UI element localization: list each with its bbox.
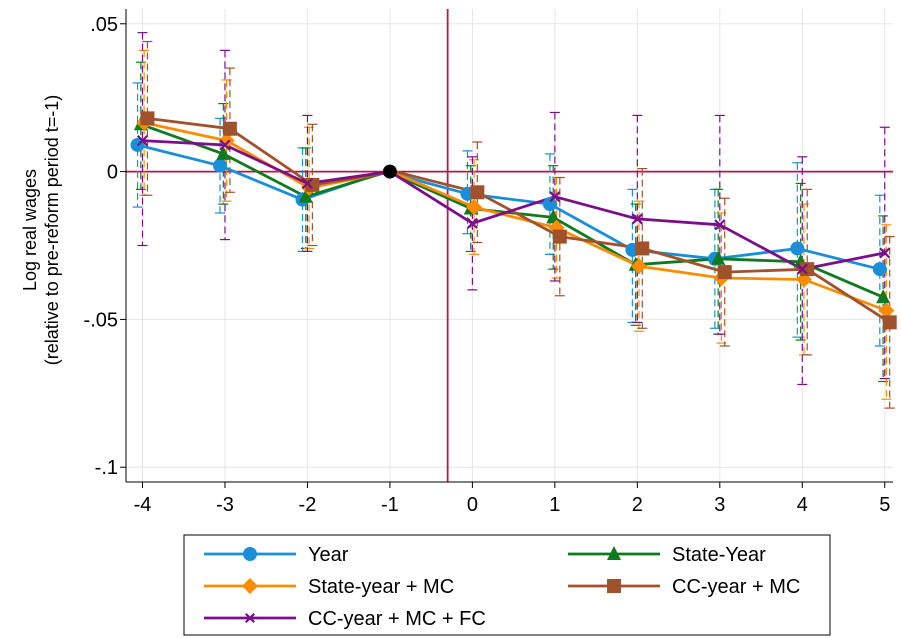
series-markers <box>130 111 897 330</box>
marker-s4-p1 <box>219 139 231 151</box>
reference-lines <box>126 9 893 482</box>
series-lines <box>137 117 891 324</box>
legend-label-1: State-Year <box>672 544 766 566</box>
marker-s4-p6 <box>631 213 643 225</box>
marker-s1-p1 <box>216 145 231 160</box>
x-tick-label-3: -1 <box>381 494 399 516</box>
legend-marker-3 <box>607 579 621 593</box>
y-tick-label-1: 0 <box>107 162 118 184</box>
series-line-1 <box>140 122 884 299</box>
marker-s3-p9 <box>882 315 897 330</box>
baseline-point <box>382 164 397 179</box>
legend-marker-1 <box>607 546 621 560</box>
marker-s4-p9-stroke-b <box>879 247 891 259</box>
legend: Year State-Year State-year + MC CC-year + M… <box>183 534 831 636</box>
legend-marker-2 <box>242 578 258 594</box>
marker-s1-p7 <box>711 250 726 265</box>
marker-s4-p5 <box>549 191 561 203</box>
x-tick-label-0: -4 <box>134 494 152 516</box>
marker-s4-p5-stroke-b <box>549 191 561 203</box>
legend-label-0: Year <box>308 544 349 566</box>
marker-s4-p6-stroke-b <box>631 213 643 225</box>
x-tick-label-2: -2 <box>299 494 317 516</box>
marker-s2-p1 <box>218 132 235 149</box>
marker-s2-p4 <box>466 199 483 216</box>
marker-s3-p7 <box>717 265 732 280</box>
y-tick-label-2: -.05 <box>84 309 118 331</box>
marker-s4-p4 <box>466 217 478 229</box>
marker-s4-p0 <box>136 134 149 147</box>
marker-s2-p9 <box>878 302 895 319</box>
marker-s3-p6 <box>635 241 650 256</box>
marker-s1-p9 <box>876 289 891 304</box>
x-tick-label-4: 0 <box>467 494 478 516</box>
marker-s0-p8 <box>790 241 805 256</box>
marker-s3-p5 <box>552 229 567 244</box>
marker-s0-p5 <box>542 197 557 212</box>
axes <box>120 9 893 488</box>
marker-s4-p8 <box>796 263 808 275</box>
y-axis-label-line2: (relative to pre-reform period t=-1) <box>42 95 62 366</box>
marker-s2-p6 <box>630 258 647 275</box>
legend-label-3: CC-year + MC <box>672 576 800 598</box>
series-line-0 <box>137 143 881 271</box>
marker-s4-p1-stroke-b <box>219 139 231 151</box>
x-tick-label-6: 2 <box>632 494 643 516</box>
legend-marker-4-stroke-b <box>245 613 255 623</box>
legend-marker-0 <box>243 547 257 561</box>
marker-s4-p7 <box>714 219 726 231</box>
marker-s4-p2-stroke-b <box>301 177 314 189</box>
y-tick-label-0: .05 <box>90 14 118 36</box>
legend-label-4: CC-year + MC + FC <box>308 608 486 630</box>
marker-s1-p2 <box>298 188 313 203</box>
marker-s3-p4 <box>470 185 485 200</box>
x-tick-label-9: 5 <box>879 494 890 516</box>
x-tick-label-5: 1 <box>549 494 560 516</box>
marker-s0-p9 <box>872 262 887 277</box>
tick-labels: .05 0 -.05 -.1 -4 -3 -2 -1 0 1 2 3 4 5 <box>84 14 891 516</box>
marker-s4-p7-stroke-b <box>714 219 726 231</box>
x-tick-label-7: 3 <box>714 494 725 516</box>
marker-s0-p1 <box>213 158 228 173</box>
marker-s3-p1 <box>222 121 237 136</box>
y-tick-label-3: -.1 <box>95 457 118 479</box>
series-line-4 <box>142 139 886 271</box>
legend-label-2: State-year + MC <box>308 576 454 598</box>
x-tick-label-8: 4 <box>797 494 808 516</box>
series-line-3 <box>147 117 891 324</box>
marker-s4-p8-stroke-b <box>796 263 808 275</box>
y-axis-label-line1: Log real wages <box>20 169 40 291</box>
marker-s4-p9 <box>879 247 891 259</box>
marker-s1-p5 <box>546 209 561 224</box>
marker-s3-p0 <box>140 111 155 126</box>
y-axis-label: Log real wages (relative to pre-reform p… <box>20 95 62 366</box>
marker-s4-p4-stroke-b <box>466 217 478 229</box>
marker-s4-p0-stroke-b <box>136 134 149 147</box>
marker-s4-p2 <box>301 177 314 189</box>
legend-marker-4 <box>245 613 255 623</box>
marker-s3-p8 <box>800 262 815 277</box>
x-tick-label-1: -3 <box>216 494 234 516</box>
